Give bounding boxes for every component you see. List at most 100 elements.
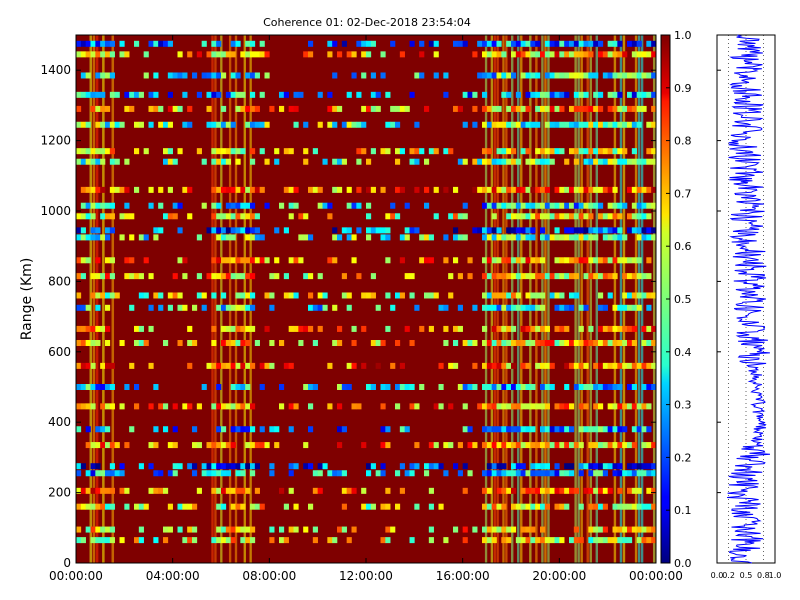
horizontal-band-cell <box>235 362 241 369</box>
horizontal-band-cell <box>491 537 497 544</box>
horizontal-band-cell <box>631 202 637 209</box>
horizontal-band-cell <box>520 537 526 544</box>
horizontal-band-cell <box>317 121 323 128</box>
horizontal-band <box>76 105 656 112</box>
horizontal-band-cell <box>90 537 96 544</box>
horizontal-band-cell <box>438 304 444 311</box>
horizontal-band-cell <box>525 186 531 193</box>
horizontal-band-cell <box>651 526 656 533</box>
y-tick-label: 600 <box>48 345 71 359</box>
horizontal-band-cell <box>530 470 536 477</box>
horizontal-band-cell <box>506 213 512 220</box>
horizontal-band-cell <box>641 227 647 234</box>
horizontal-band-cell <box>554 537 560 544</box>
horizontal-band-cell <box>486 470 492 477</box>
horizontal-band-cell <box>564 340 570 346</box>
horizontal-band-cell <box>385 503 391 510</box>
horizontal-band-cell <box>206 91 212 98</box>
horizontal-band-cell <box>216 273 222 280</box>
horizontal-band-cell <box>607 148 613 155</box>
horizontal-band-cell <box>636 503 642 510</box>
horizontal-band-cell <box>559 325 565 332</box>
horizontal-band-cell <box>95 340 101 346</box>
horizontal-band-cell <box>515 105 521 112</box>
horizontal-band-cell <box>206 442 212 449</box>
horizontal-band-cell <box>250 526 256 533</box>
horizontal-band-cell <box>225 304 231 311</box>
horizontal-band-cell <box>192 503 198 510</box>
horizontal-band-cell <box>482 273 488 280</box>
horizontal-band-cell <box>95 463 101 470</box>
horizontal-band-cell <box>462 202 468 209</box>
horizontal-band-cell <box>443 91 449 98</box>
horizontal-band-cell <box>167 158 173 165</box>
horizontal-band-cell <box>399 362 405 369</box>
horizontal-band-cell <box>486 186 492 193</box>
vertical-band-strip <box>234 35 238 563</box>
horizontal-band-cell <box>221 257 227 264</box>
horizontal-band-cell <box>240 426 246 433</box>
horizontal-band-cell <box>332 105 338 112</box>
horizontal-band-cell <box>385 426 391 433</box>
horizontal-band-cell <box>211 340 217 346</box>
horizontal-band-cell <box>109 91 115 98</box>
horizontal-band-cell <box>385 325 391 332</box>
horizontal-band-cell <box>607 121 613 128</box>
horizontal-band-cell <box>283 273 289 280</box>
horizontal-band-cell <box>578 470 584 477</box>
horizontal-band-cell <box>196 442 202 449</box>
horizontal-band-cell <box>588 426 594 433</box>
horizontal-band-cell <box>482 292 488 299</box>
horizontal-band-cell <box>216 304 222 311</box>
horizontal-band-cell <box>511 362 517 369</box>
horizontal-band-cell <box>167 503 173 510</box>
horizontal-band-cell <box>544 40 550 47</box>
horizontal-band <box>76 40 656 47</box>
horizontal-band-cell <box>607 91 613 98</box>
horizontal-band-cell <box>250 148 256 155</box>
horizontal-band-cell <box>491 503 497 510</box>
horizontal-band-cell <box>90 384 96 390</box>
horizontal-band-cell <box>433 463 439 470</box>
horizontal-band-cell <box>177 526 183 533</box>
horizontal-band-cell <box>361 121 367 128</box>
horizontal-band-cell <box>525 234 531 241</box>
horizontal-band-cell <box>95 537 101 544</box>
horizontal-band-cell <box>598 325 604 332</box>
horizontal-band-cell <box>569 426 575 433</box>
horizontal-band-cell <box>501 537 507 544</box>
horizontal-band-cell <box>486 384 492 390</box>
horizontal-band-cell <box>250 442 256 449</box>
horizontal-band-cell <box>404 105 410 112</box>
horizontal-band-cell <box>264 121 270 128</box>
horizontal-band-cell <box>617 202 623 209</box>
horizontal-band-cell <box>627 362 633 369</box>
horizontal-band-cell <box>631 426 637 433</box>
horizontal-band-cell <box>105 403 111 410</box>
horizontal-band-cell <box>245 403 251 410</box>
horizontal-band-cell <box>646 463 652 470</box>
horizontal-band-cell <box>196 403 202 410</box>
horizontal-band-cell <box>482 148 488 155</box>
horizontal-band-cell <box>201 384 207 390</box>
vertical-band-strip <box>541 35 544 563</box>
horizontal-band-cell <box>216 158 222 165</box>
horizontal-band-cell <box>216 442 222 449</box>
horizontal-band-cell <box>312 384 318 390</box>
horizontal-band-cell <box>230 213 236 220</box>
horizontal-band-cell <box>109 470 115 477</box>
horizontal-band-cell <box>409 227 415 234</box>
horizontal-band-cell <box>651 227 656 234</box>
horizontal-band <box>76 463 656 470</box>
horizontal-band-cell <box>153 442 159 449</box>
horizontal-band-cell <box>564 234 570 241</box>
horizontal-band-cell <box>90 213 96 220</box>
horizontal-band-cell <box>404 426 410 433</box>
horizontal-band-cell <box>544 403 550 410</box>
horizontal-band-cell <box>90 105 96 112</box>
horizontal-band-cell <box>598 186 604 193</box>
horizontal-band-cell <box>361 40 367 47</box>
horizontal-band-cell <box>554 227 560 234</box>
horizontal-band-cell <box>221 362 227 369</box>
